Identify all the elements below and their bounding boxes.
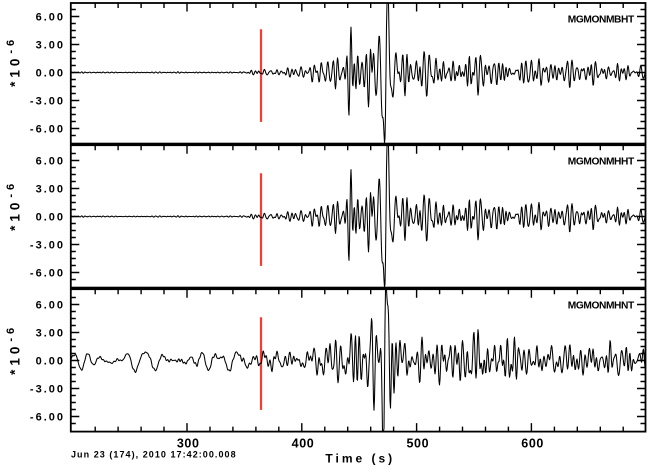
svg-text:-3.00: -3.00 [30,96,65,108]
svg-text:MGMONMBHT: MGMONMBHT [568,15,635,26]
svg-text:-6.00: -6.00 [30,412,65,424]
svg-text:6.00: 6.00 [36,156,65,168]
svg-text:-6.00: -6.00 [30,124,65,136]
svg-text:-3.00: -3.00 [30,240,65,252]
svg-text:3.00: 3.00 [36,40,65,52]
svg-text:-3.00: -3.00 [30,384,65,396]
svg-text:MGMONMHNT: MGMONMHNT [568,301,635,312]
svg-text:*10-6: *10-6 [5,180,23,231]
svg-text:*10-6: *10-6 [5,324,23,375]
svg-text:Time (s): Time (s) [325,451,395,465]
svg-text:-6.00: -6.00 [30,268,65,280]
svg-text:Jun 23 (174), 2010 17:42:00.00: Jun 23 (174), 2010 17:42:00.008 [71,450,237,460]
svg-text:3.00: 3.00 [36,184,65,196]
svg-text:0.00: 0.00 [36,68,65,80]
svg-text:3.00: 3.00 [36,328,65,340]
svg-text:*10-6: *10-6 [5,36,23,87]
svg-text:300: 300 [177,436,200,450]
svg-text:0.00: 0.00 [36,212,65,224]
svg-text:400: 400 [292,436,315,450]
svg-text:6.00: 6.00 [36,12,65,24]
svg-text:MGMONMHHT: MGMONMHHT [568,157,635,168]
svg-text:500: 500 [406,436,429,450]
svg-text:600: 600 [521,436,544,450]
svg-text:0.00: 0.00 [36,356,65,368]
svg-text:6.00: 6.00 [36,300,65,312]
